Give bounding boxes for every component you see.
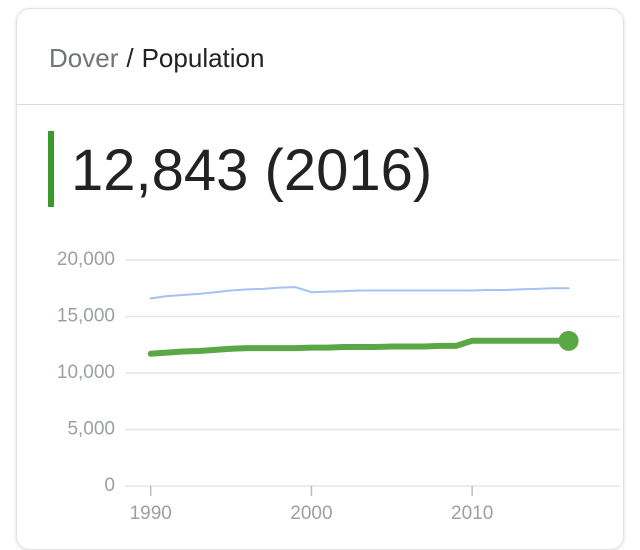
headline-value: 12,843 (2016) bbox=[71, 138, 433, 203]
y-tick-label: 0 bbox=[104, 475, 115, 496]
series-line bbox=[147, 337, 572, 357]
page: {"header": {"place": "Dover", "separator… bbox=[16, 8, 624, 550]
x-tick-label: 2000 bbox=[290, 503, 332, 524]
y-tick-label: 5,000 bbox=[67, 419, 115, 440]
topic: Population bbox=[141, 43, 265, 73]
y-tick-label: 15,000 bbox=[57, 306, 115, 327]
separator: / bbox=[126, 43, 134, 73]
chart: 0 5,000 10,000 15,000 20,000 1990 2000 2010 bbox=[57, 249, 620, 524]
y-tick-label: 10,000 bbox=[57, 362, 115, 383]
series-line bbox=[149, 286, 570, 300]
divider bbox=[17, 104, 623, 105]
place[interactable]: Dover bbox=[49, 43, 119, 73]
card: Dover / Population 12,843 (2016) bbox=[16, 8, 624, 550]
y-tick-label: 20,000 bbox=[57, 249, 115, 270]
breadcrumb: Dover / Population bbox=[49, 43, 264, 74]
end-point bbox=[558, 330, 579, 351]
accent-bar bbox=[48, 131, 54, 207]
x-tick-label: 1990 bbox=[130, 503, 172, 524]
x-tick-label: 2010 bbox=[451, 503, 493, 524]
